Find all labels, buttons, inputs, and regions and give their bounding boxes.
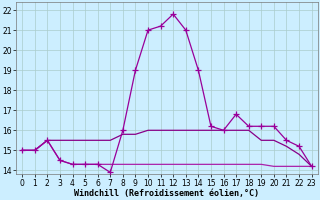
X-axis label: Windchill (Refroidissement éolien,°C): Windchill (Refroidissement éolien,°C) — [74, 189, 260, 198]
